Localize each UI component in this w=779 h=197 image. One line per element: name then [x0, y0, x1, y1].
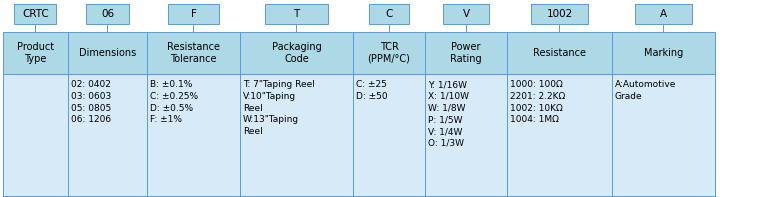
Text: C: C [386, 9, 393, 19]
Bar [425, 74, 507, 196]
Bar [612, 74, 715, 196]
Text: 02: 0402
03: 0603
05: 0805
06: 1206: 02: 0402 03: 0603 05: 0805 06: 1206 [71, 80, 111, 124]
Bar [266, 4, 328, 24]
Bar [168, 4, 219, 24]
Text: Y: 1/16W
X: 1/10W
W: 1/8W
P: 1/5W
V: 1/4W
O: 1/3W: Y: 1/16W X: 1/10W W: 1/8W P: 1/5W V: 1/4… [428, 80, 469, 148]
Text: Packaging
Code: Packaging Code [272, 42, 322, 64]
Text: A: A [660, 9, 667, 19]
Text: C: ±25
D: ±50: C: ±25 D: ±50 [356, 80, 388, 101]
Bar [530, 4, 588, 24]
Bar [635, 4, 692, 24]
Text: Resistance
Tolerance: Resistance Tolerance [167, 42, 220, 64]
Text: 1000: 100Ω
2201: 2.2KΩ
1002: 10KΩ
1004: 1MΩ: 1000: 100Ω 2201: 2.2KΩ 1002: 10KΩ 1004: … [510, 80, 566, 124]
Text: 1002: 1002 [546, 9, 573, 19]
Text: TCR
(PPM/°C): TCR (PPM/°C) [368, 42, 411, 64]
Text: Product
Type: Product Type [17, 42, 54, 64]
Bar [3, 74, 68, 196]
Bar [240, 32, 353, 74]
Text: Resistance: Resistance [533, 48, 586, 58]
Bar [3, 32, 68, 74]
Bar [353, 74, 425, 196]
Text: Marking: Marking [644, 48, 683, 58]
Text: F: F [191, 9, 196, 19]
Bar [86, 4, 129, 24]
Bar [443, 4, 488, 24]
Text: 06: 06 [101, 9, 114, 19]
Bar [147, 32, 240, 74]
Bar [369, 4, 409, 24]
Bar [68, 74, 147, 196]
Text: CRTC: CRTC [22, 9, 49, 19]
Bar [68, 32, 147, 74]
Bar [240, 74, 353, 196]
Text: Dimensions: Dimensions [79, 48, 136, 58]
Text: Power
Rating: Power Rating [450, 42, 482, 64]
Text: T: T [294, 9, 300, 19]
Text: T: 7"Taping Reel
V:10"Taping
Reel
W:13"Taping
Reel: T: 7"Taping Reel V:10"Taping Reel W:13"T… [243, 80, 315, 136]
Bar [147, 74, 240, 196]
Bar [507, 74, 612, 196]
Bar [612, 32, 715, 74]
Text: A:Automotive
Grade: A:Automotive Grade [615, 80, 676, 101]
Bar [425, 32, 507, 74]
Bar [507, 32, 612, 74]
Bar [15, 4, 57, 24]
Text: B: ±0.1%
C: ±0.25%
D: ±0.5%
F: ±1%: B: ±0.1% C: ±0.25% D: ±0.5% F: ±1% [150, 80, 198, 124]
Text: V: V [463, 9, 470, 19]
Bar [353, 32, 425, 74]
